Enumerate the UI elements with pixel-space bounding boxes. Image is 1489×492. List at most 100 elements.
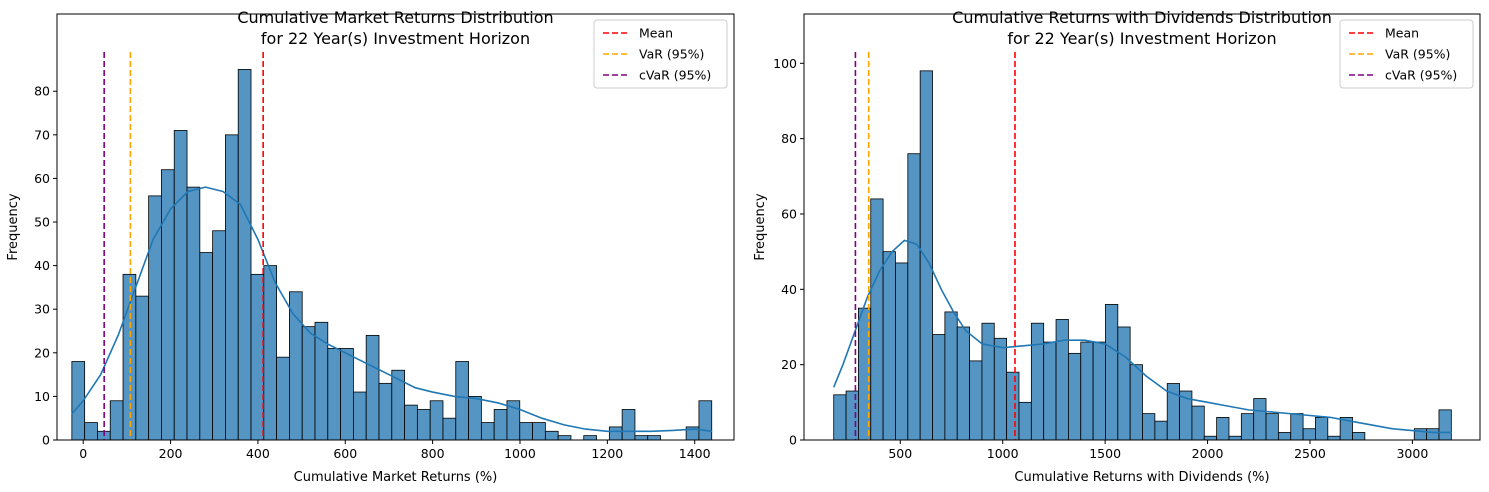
histogram-bar [1043, 341, 1057, 441]
histogram-bar [1191, 405, 1205, 441]
histogram-bar [1129, 364, 1143, 441]
histogram-bar [833, 394, 847, 441]
legend-box [593, 19, 728, 89]
histogram-bar [944, 311, 958, 441]
histogram-bar [1006, 371, 1020, 441]
histogram-bar [932, 334, 946, 441]
histogram-bar [250, 273, 265, 441]
y-tick-label: 20 [34, 345, 50, 360]
dividend-returns-chart: 500 1000 1500 2000 2500 3000 0 20 40 60 80 100 Cumul… [753, 8, 1481, 485]
y-tick-label: 40 [34, 258, 50, 273]
histogram-bar [135, 295, 150, 441]
histogram-bar [1253, 398, 1267, 441]
histogram-bar [442, 417, 457, 441]
x-tick-label: 0 [79, 446, 87, 461]
histogram-bar [845, 390, 859, 441]
legend-entry: cVaR (95%) [639, 68, 711, 83]
x-tick-label: 1000 [504, 446, 536, 461]
histogram-bar [1080, 341, 1094, 441]
histogram-bar [404, 404, 418, 441]
histogram-bar [173, 130, 188, 441]
legend-entry: VaR (95%) [639, 47, 704, 62]
histogram-bar [186, 186, 201, 441]
x-tick-label: 400 [246, 446, 270, 461]
legend-entry: Mean [639, 26, 673, 41]
histogram-bar [1068, 352, 1082, 441]
y-tick-label: 70 [34, 127, 50, 142]
histogram-bar [1438, 409, 1452, 441]
histogram-bar [698, 400, 713, 441]
kde-curve [71, 186, 713, 433]
x-tick-label: 2000 [1192, 446, 1224, 461]
histogram-bar [895, 262, 909, 441]
histogram-bar [365, 334, 380, 441]
histogram-bar [378, 382, 393, 441]
y-tick-label: 60 [34, 171, 50, 186]
histogram-bar [161, 169, 175, 441]
y-tick-label: 80 [781, 131, 797, 146]
y-tick-label: 60 [781, 206, 797, 221]
histogram-bar [237, 69, 252, 441]
histogram-bar [1018, 401, 1032, 441]
histogram-bar [1228, 435, 1242, 441]
axes-frame [56, 13, 735, 441]
legend-entry: cVaR (95%) [1385, 68, 1457, 83]
histogram-bar [919, 70, 933, 441]
chart-title-line: for 22 Year(s) Investment Horizon [261, 29, 530, 48]
histogram-bar [1426, 428, 1440, 441]
histogram-bar [416, 409, 431, 441]
y-tick-label: 100 [773, 56, 797, 71]
x-tick-label: 1500 [1089, 446, 1121, 461]
histogram-bar [1030, 322, 1045, 441]
histogram-bar [480, 422, 495, 441]
histogram-bar [621, 409, 636, 441]
x-tick-label: 2500 [1294, 446, 1326, 461]
chart-title-line: Cumulative Returns with Dividends Distri… [952, 8, 1332, 27]
histogram-bar [1203, 435, 1218, 441]
x-tick-label: 1000 [987, 446, 1019, 461]
histogram-bar [212, 230, 226, 441]
histogram-bar [1117, 326, 1131, 441]
histogram-bar [84, 422, 98, 441]
histogram-bar [956, 326, 970, 441]
histogram-bar [1142, 413, 1156, 441]
histogram-bar [1302, 428, 1316, 441]
legend: Mean VaR (95%) cVaR (95%) [1339, 19, 1474, 89]
histogram-bar [455, 361, 469, 441]
histogram-bar [882, 251, 896, 441]
histogram-bar [109, 400, 124, 441]
histogram-bar [122, 273, 137, 441]
histogram-bar [1277, 432, 1292, 441]
histogram-bar [1216, 416, 1230, 441]
histogram-bar [981, 322, 995, 441]
histogram-bar [1290, 413, 1304, 441]
histogram-bar [301, 326, 316, 441]
histogram-bar [1055, 319, 1069, 441]
y-tick-label: 50 [34, 215, 50, 230]
histogram-bar [993, 337, 1008, 441]
histogram-bar [468, 395, 482, 441]
histogram-bar [352, 391, 367, 441]
histogram-bar [1154, 420, 1168, 441]
histogram-bar [493, 409, 508, 441]
histogram-bar [907, 153, 921, 441]
y-tick-label: 40 [781, 282, 797, 297]
chart-title-line: for 22 Year(s) Investment Horizon [1007, 29, 1276, 48]
legend-entry: VaR (95%) [1385, 47, 1450, 62]
histogram-bar [340, 348, 354, 441]
y-tick-label: 0 [42, 433, 50, 448]
legend: Mean VaR (95%) cVaR (95%) [593, 19, 728, 89]
x-tick-label: 1400 [679, 446, 711, 461]
histogram-bar [327, 348, 341, 441]
histogram-bar [1315, 416, 1329, 441]
x-tick-label: 200 [159, 446, 183, 461]
chart-title-line: Cumulative Market Returns Distribution [237, 8, 553, 27]
x-tick-label: 500 [888, 446, 912, 461]
histogram-bar [969, 360, 983, 441]
histogram-bar [1265, 413, 1279, 441]
histogram-bar [1327, 435, 1341, 441]
histogram-bar [608, 426, 623, 441]
histogram-bar [870, 198, 884, 441]
x-axis-label: Cumulative Market Returns (%) [294, 470, 498, 485]
